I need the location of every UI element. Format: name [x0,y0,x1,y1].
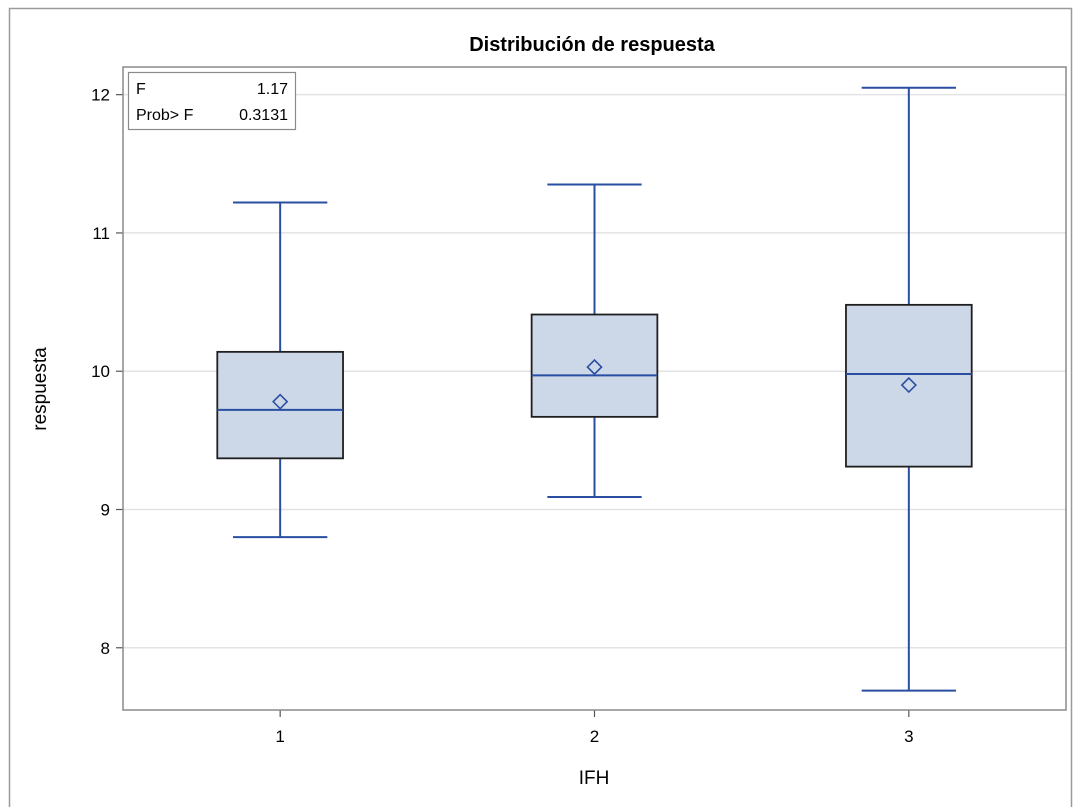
x-tick-label: 1 [275,727,284,746]
stats-prob-value: 0.3131 [239,107,288,124]
x-tick-label: 2 [590,727,599,746]
y-tick-label: 8 [101,639,110,658]
y-axis-ticks: 8 9 10 11 12 [91,86,123,658]
y-axis-label: respuesta [30,347,51,431]
x-axis-ticks: 1 2 3 [275,710,914,746]
y-tick-label: 11 [92,224,110,243]
stats-inset-box [127,71,297,131]
y-tick-label: 10 [91,362,110,381]
box-series [216,86,973,692]
plot-frame [122,66,1067,711]
stats-f-value: 1.17 [257,81,288,98]
mean-marker [272,393,289,410]
box-group-2 [530,183,659,499]
iqr-box [845,303,973,468]
y-tick-label: 9 [101,500,110,519]
x-axis-label: IFH [579,768,610,789]
box-group-3 [845,86,973,692]
chart-title: Distribución de respuesta [469,34,715,56]
iqr-box [216,350,344,460]
iqr-box [530,313,659,418]
stats-inset: F 1.17 Prob> F 0.3131 [127,71,297,131]
x-tick-label: 3 [904,727,913,746]
stats-prob-label: Prob> F [136,107,194,124]
mean-marker [900,376,917,394]
mean-marker [586,358,603,376]
box-group-1 [216,201,344,539]
y-tick-label: 12 [91,86,110,105]
stats-f-label: F [136,81,146,98]
